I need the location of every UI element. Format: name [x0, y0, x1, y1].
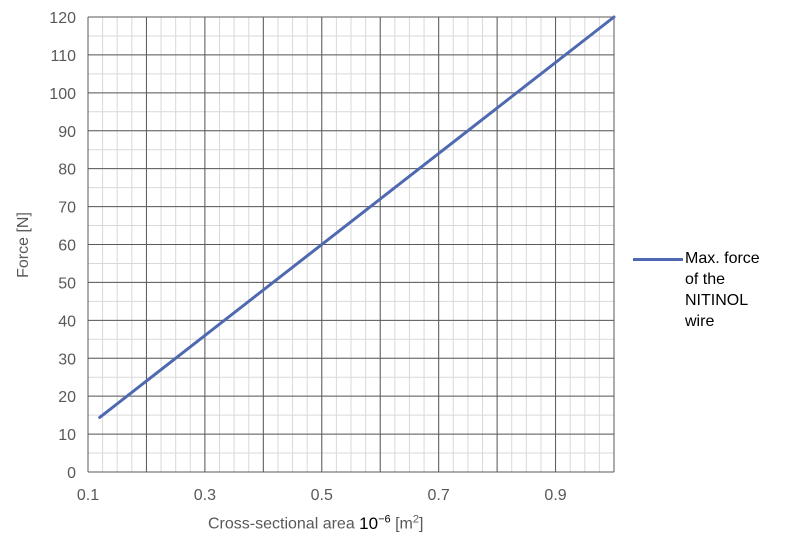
legend-label-line: wire [685, 313, 715, 330]
y-axis-title: Force [N] [15, 212, 32, 278]
y-tick-label: 60 [58, 238, 76, 255]
x-tick-label: 0.3 [194, 487, 216, 504]
legend-label-line: of the [685, 271, 726, 288]
major-gridlines [87, 16, 615, 473]
y-tick-label: 70 [58, 200, 76, 217]
x-axis-title-unit-open: [m [390, 515, 413, 533]
y-tick-label: 20 [58, 389, 76, 406]
y-tick-label: 40 [58, 313, 76, 330]
x-axis-title-unit-close: ] [418, 515, 424, 533]
x-axis-title-power: 10−6 [359, 513, 391, 533]
y-tick-label: 80 [58, 162, 76, 179]
legend-series-label: Max. force of the NITINOL wire [685, 248, 785, 332]
y-tick-label: 50 [58, 275, 76, 292]
x-axis-title: Cross-sectional area 10−6 [m2] [208, 513, 423, 534]
x-tick-label: 0.7 [428, 487, 450, 504]
y-tick-label: 100 [49, 86, 76, 103]
series-line [98, 15, 616, 419]
x-tick-label: 0.1 [77, 487, 99, 504]
legend-label-line: NITINOL [685, 292, 749, 309]
x-tick-label: 0.5 [311, 487, 333, 504]
x-tick-label: 0.9 [544, 487, 566, 504]
y-tick-label: 120 [49, 10, 76, 27]
y-tick-labels: 0 10 20 30 40 50 60 70 80 90 100 110 120 [49, 10, 76, 482]
x-axis-title-power-base: 10 [359, 513, 379, 533]
y-tick-label: 110 [50, 48, 76, 65]
x-tick-labels: 0.1 0.3 0.5 0.7 0.9 [77, 487, 567, 504]
x-axis-title-prefix: Cross-sectional area [208, 515, 360, 533]
legend-series-swatch [633, 258, 683, 261]
y-tick-label: 30 [58, 351, 76, 368]
y-tick-label: 90 [58, 124, 76, 141]
y-tick-label: 10 [58, 427, 76, 444]
series-layer [98, 15, 616, 419]
x-axis-title-power-exp: −6 [378, 513, 391, 525]
legend-label-line: Max. force [685, 250, 760, 267]
x-axis-title-unit-exp: 2 [412, 513, 419, 526]
y-tick-label: 0 [67, 465, 76, 482]
